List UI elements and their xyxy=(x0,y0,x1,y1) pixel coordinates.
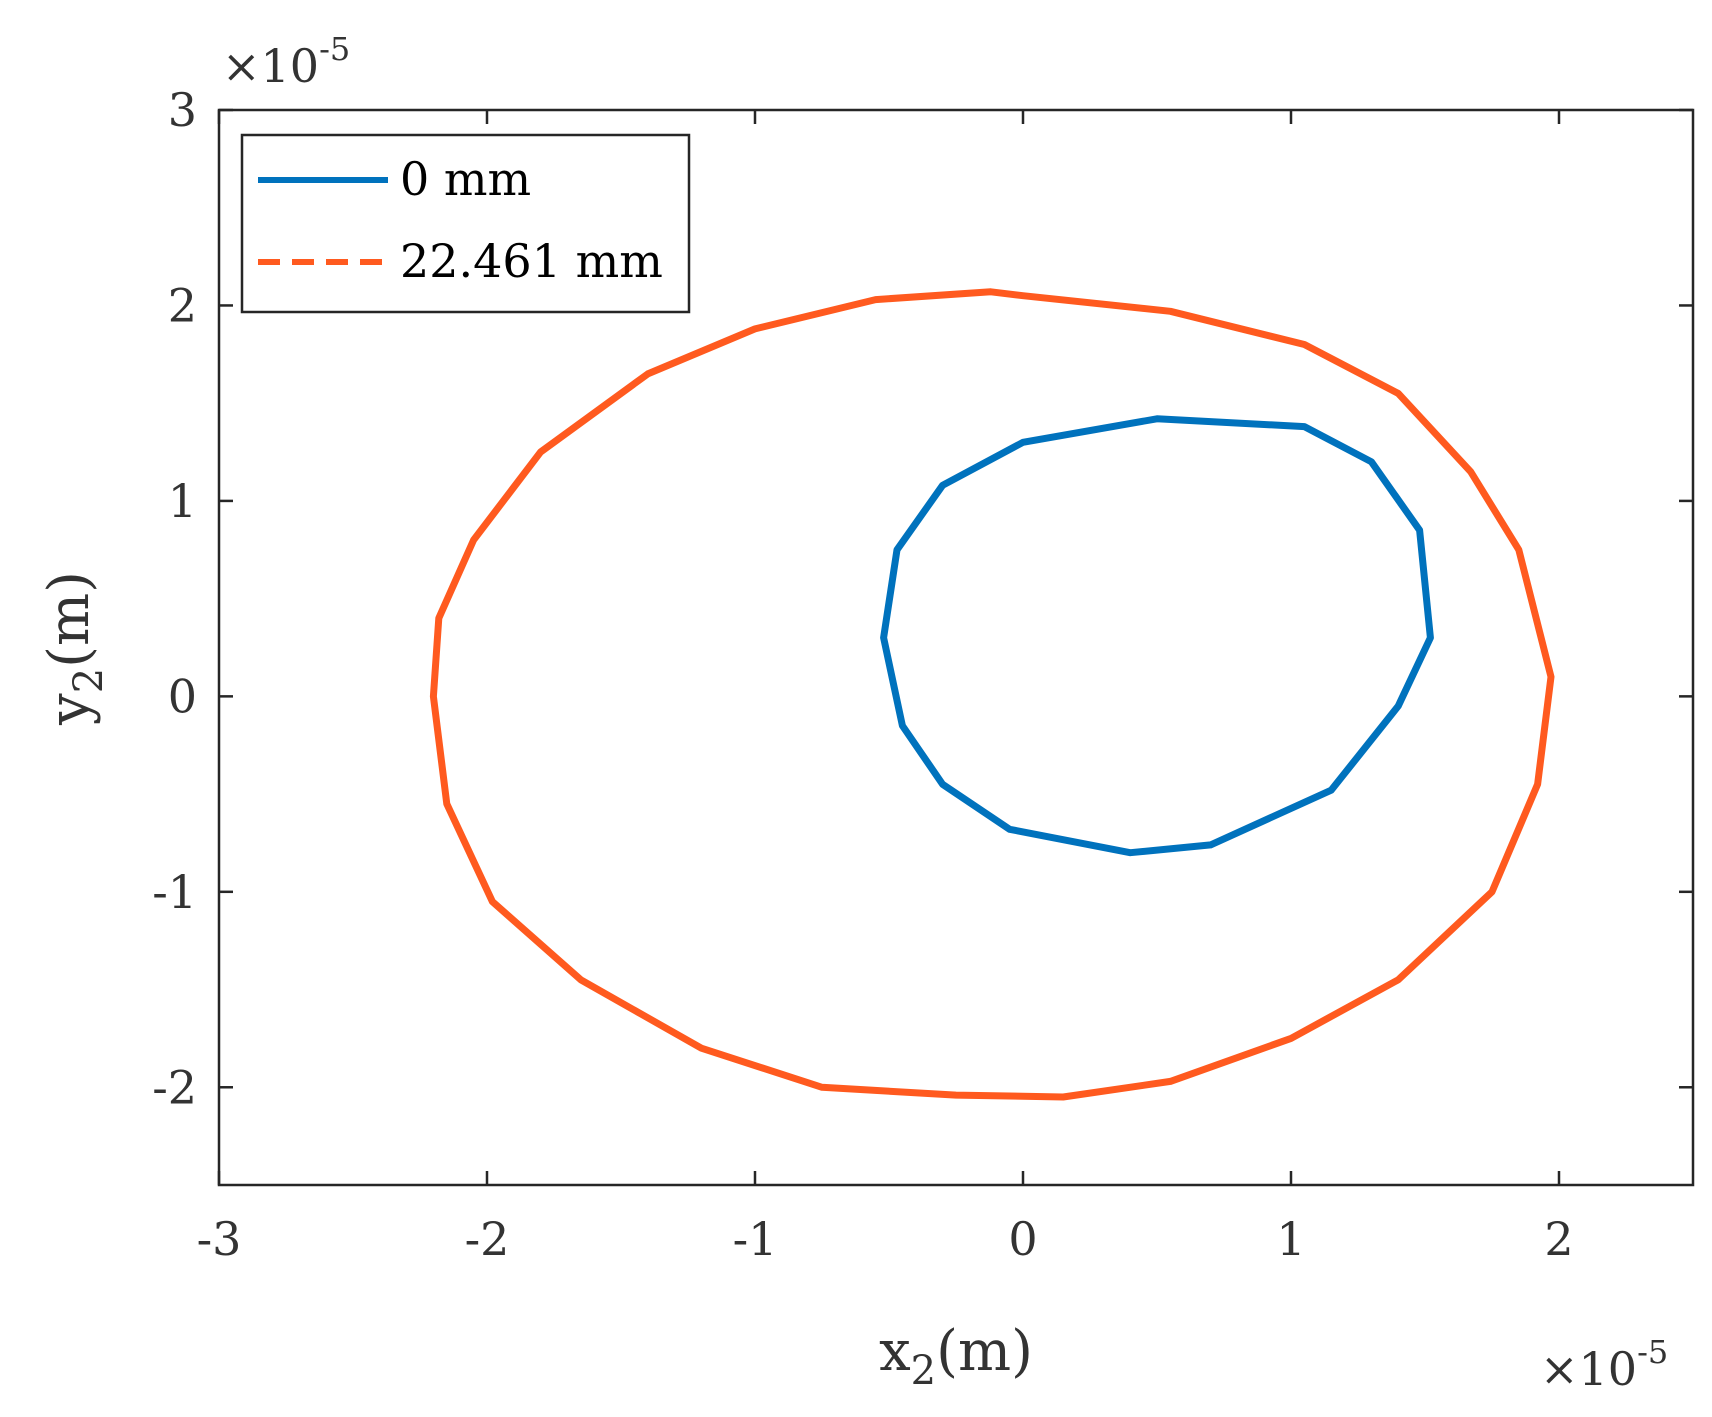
x-tick-label: 1 xyxy=(1276,1212,1305,1266)
y-multiplier-base: ×10 xyxy=(222,39,319,93)
x-multiplier-base: ×10 xyxy=(1540,1342,1637,1396)
y-multiplier: ×10-5 xyxy=(222,30,350,93)
y-tick-label: 1 xyxy=(168,474,197,528)
y-tick-label: 3 xyxy=(168,83,197,137)
x-tick-label: 0 xyxy=(1008,1212,1037,1266)
x-tick-label: -2 xyxy=(465,1212,510,1266)
series-line-22-461-mm xyxy=(429,288,1555,1101)
y-tick-label: 0 xyxy=(168,669,197,723)
x-multiplier: ×10-5 xyxy=(1540,1333,1668,1396)
x-axis-label: x2(m) xyxy=(879,1319,1033,1394)
y-tick-label: -1 xyxy=(152,865,197,919)
axes-box xyxy=(217,108,1695,1187)
y-tick-label: -2 xyxy=(152,1060,197,1114)
legend: 0 mm 22.461 mm xyxy=(240,133,691,314)
y-axis-label-unit: (m) xyxy=(37,571,102,668)
series-line-0-mm xyxy=(880,415,1434,857)
x-multiplier-exp: -5 xyxy=(1637,1333,1668,1371)
x-axis-label-main: x xyxy=(879,1319,911,1384)
y-axis-label-sub: 2 xyxy=(66,668,112,693)
legend-box xyxy=(240,133,691,314)
legend-label-0-mm: 0 mm xyxy=(400,152,531,206)
ticks-layer: -3 -2 -1 0 1 2 -2 -1 0 1 2 3 xyxy=(152,83,1693,1266)
y-axis-label: y2(m) xyxy=(37,571,112,726)
x-axis-label-sub: 2 xyxy=(911,1348,936,1394)
x-axis-label-unit: (m) xyxy=(936,1319,1033,1384)
legend-label-22-461-mm: 22.461 mm xyxy=(400,234,663,288)
x-tick-label: 2 xyxy=(1544,1212,1573,1266)
y-tick-label: 2 xyxy=(168,278,197,332)
y-axis-label-main: y xyxy=(37,693,102,726)
series-layer xyxy=(429,288,1555,1101)
x-tick-label: -3 xyxy=(197,1212,242,1266)
x-tick-label: -1 xyxy=(733,1212,778,1266)
y-multiplier-exp: -5 xyxy=(319,30,350,68)
